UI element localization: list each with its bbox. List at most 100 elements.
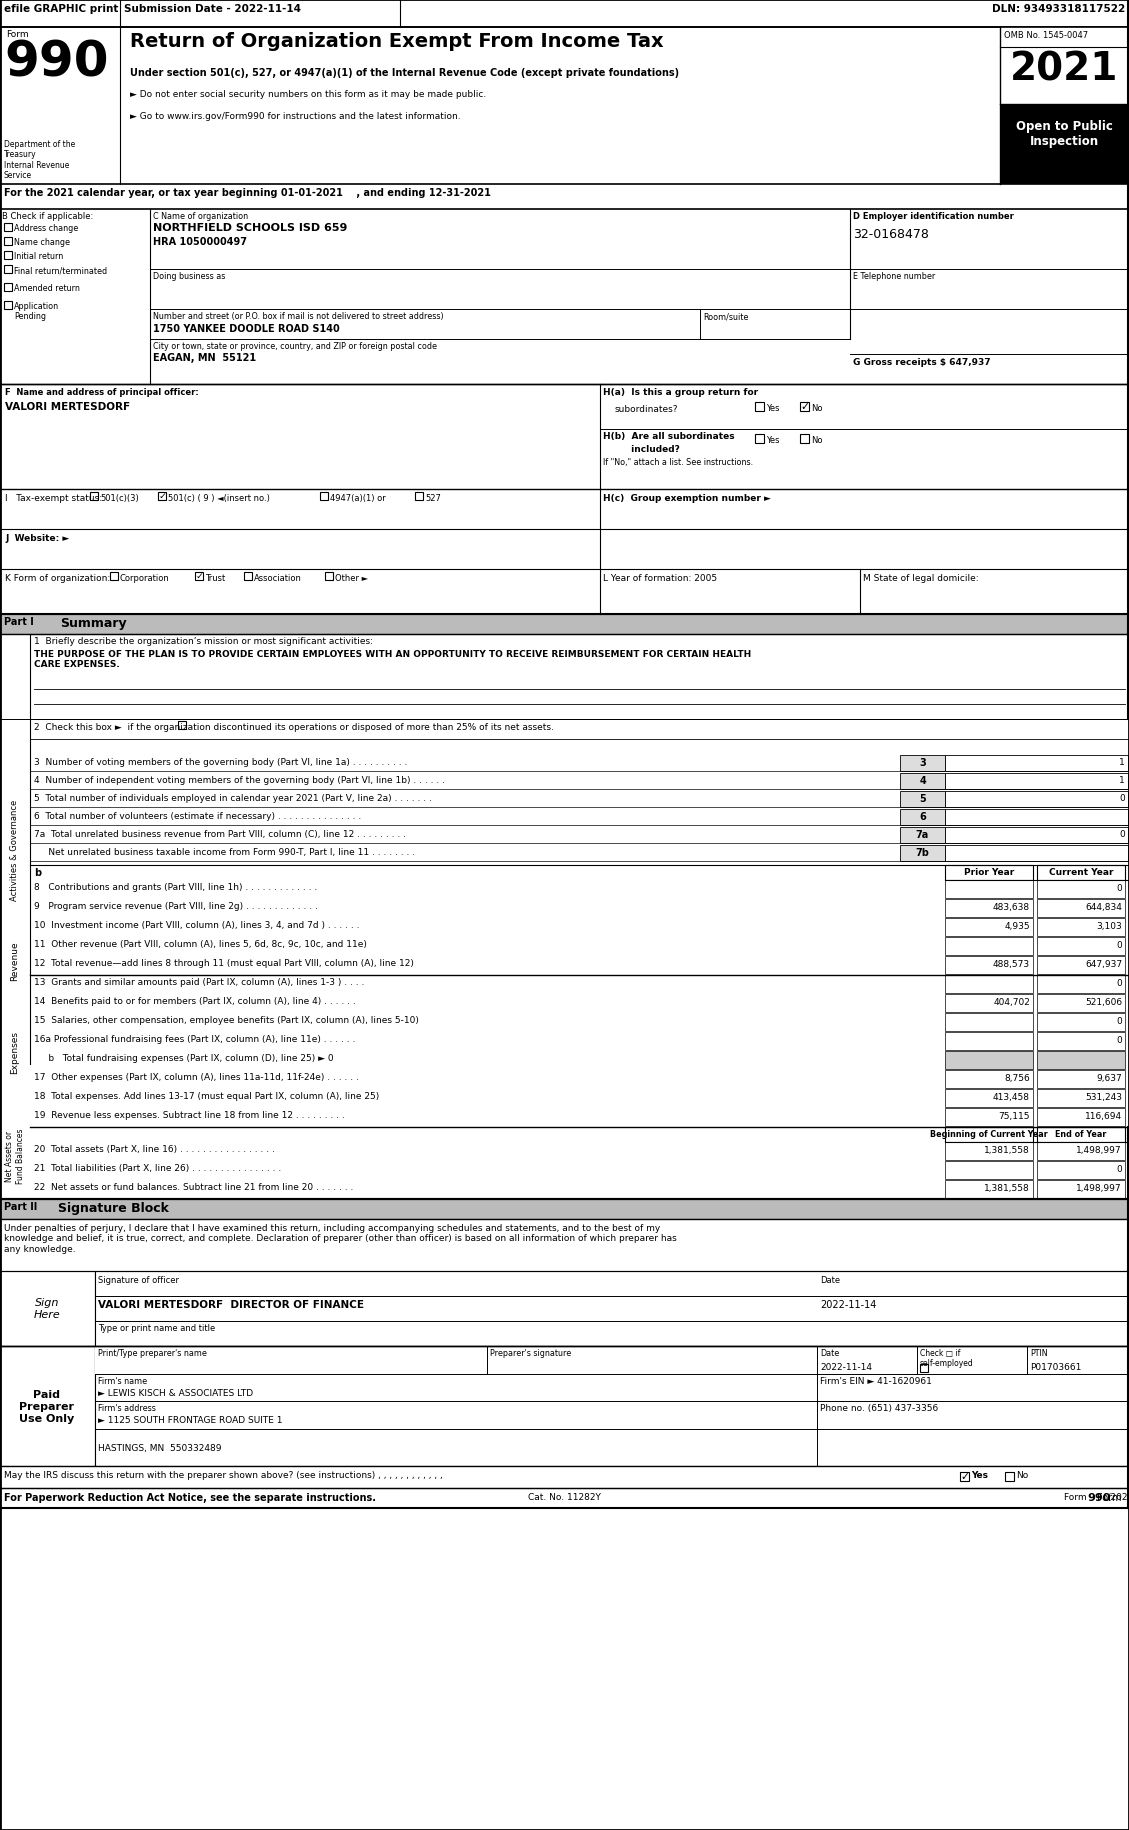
Text: 21  Total liabilities (Part X, line 26) . . . . . . . . . . . . . . . .: 21 Total liabilities (Part X, line 26) .… xyxy=(34,1164,281,1173)
Bar xyxy=(800,403,809,412)
Bar xyxy=(900,756,945,772)
Text: 15  Salaries, other compensation, employee benefits (Part IX, column (A), lines : 15 Salaries, other compensation, employe… xyxy=(34,1016,419,1025)
Text: 75,115: 75,115 xyxy=(998,1111,1030,1120)
Text: Type or print name and title: Type or print name and title xyxy=(98,1323,216,1332)
Bar xyxy=(1038,1014,1124,1032)
Text: 8,756: 8,756 xyxy=(1005,1074,1030,1082)
Bar xyxy=(95,1347,1129,1466)
Text: 22  Net assets or fund balances. Subtract line 21 from line 20 . . . . . . .: 22 Net assets or fund balances. Subtract… xyxy=(34,1182,353,1191)
Bar xyxy=(1038,1032,1124,1050)
Bar xyxy=(95,1272,1129,1347)
Text: 0: 0 xyxy=(1117,1164,1122,1173)
Text: 17  Other expenses (Part IX, column (A), lines 11a-11d, 11f-24e) . . . . . .: 17 Other expenses (Part IX, column (A), … xyxy=(34,1072,359,1082)
Text: P01703661: P01703661 xyxy=(1030,1362,1082,1371)
Text: Part I: Part I xyxy=(5,617,34,626)
Text: If "No," attach a list. See instructions.: If "No," attach a list. See instructions… xyxy=(603,458,753,467)
Text: Firm's EIN ► 41-1620961: Firm's EIN ► 41-1620961 xyxy=(820,1376,931,1385)
Text: Phone no. (651) 437-3356: Phone no. (651) 437-3356 xyxy=(820,1404,938,1413)
Bar xyxy=(755,403,764,412)
Text: 0: 0 xyxy=(1117,1036,1122,1045)
Text: 9   Program service revenue (Part VIII, line 2g) . . . . . . . . . . . . .: 9 Program service revenue (Part VIII, li… xyxy=(34,902,318,911)
Bar xyxy=(945,1071,1033,1089)
Bar xyxy=(0,1272,95,1347)
Text: 3: 3 xyxy=(919,758,926,767)
Bar xyxy=(110,573,119,580)
Text: 521,606: 521,606 xyxy=(1085,997,1122,1006)
Text: EAGAN, MN  55121: EAGAN, MN 55121 xyxy=(154,353,256,362)
Text: Yes: Yes xyxy=(971,1469,988,1479)
Text: 7a  Total unrelated business revenue from Part VIII, column (C), line 12 . . . .: 7a Total unrelated business revenue from… xyxy=(34,829,406,838)
Text: Signature of officer: Signature of officer xyxy=(98,1276,180,1285)
Text: Check □ if
self-employed: Check □ if self-employed xyxy=(920,1349,973,1367)
Bar xyxy=(1038,1180,1124,1199)
Text: 10  Investment income (Part VIII, column (A), lines 3, 4, and 7d ) . . . . . .: 10 Investment income (Part VIII, column … xyxy=(34,920,359,930)
Text: 18  Total expenses. Add lines 13-17 (must equal Part IX, column (A), line 25): 18 Total expenses. Add lines 13-17 (must… xyxy=(34,1091,379,1100)
Text: 3,103: 3,103 xyxy=(1096,922,1122,930)
Text: 12  Total revenue—add lines 8 through 11 (must equal Part VIII, column (A), line: 12 Total revenue—add lines 8 through 11 … xyxy=(34,959,414,968)
Text: Open to Public
Inspection: Open to Public Inspection xyxy=(1016,121,1112,148)
Text: H(c)  Group exemption number ►: H(c) Group exemption number ► xyxy=(603,494,771,503)
Bar xyxy=(1038,919,1124,937)
Text: Department of the
Treasury
Internal Revenue
Service: Department of the Treasury Internal Reve… xyxy=(5,139,76,179)
Bar xyxy=(1005,1471,1014,1480)
Text: 404,702: 404,702 xyxy=(994,997,1030,1006)
Text: 1: 1 xyxy=(1119,776,1124,785)
Text: PTIN: PTIN xyxy=(1030,1349,1048,1358)
Bar xyxy=(325,573,333,580)
Text: ✓: ✓ xyxy=(195,571,203,580)
Text: ► Do not enter social security numbers on this form as it may be made public.: ► Do not enter social security numbers o… xyxy=(130,90,487,99)
Bar xyxy=(1038,880,1124,899)
Text: 501(c) ( 9 ) ◄(insert no.): 501(c) ( 9 ) ◄(insert no.) xyxy=(168,494,270,503)
Text: 1,381,558: 1,381,558 xyxy=(984,1184,1030,1193)
Text: 5  Total number of individuals employed in calendar year 2021 (Part V, line 2a) : 5 Total number of individuals employed i… xyxy=(34,794,432,803)
Bar xyxy=(960,1471,969,1480)
Text: 13  Grants and similar amounts paid (Part IX, column (A), lines 1-3 ) . . . .: 13 Grants and similar amounts paid (Part… xyxy=(34,977,365,986)
Text: 116,694: 116,694 xyxy=(1085,1111,1122,1120)
Text: Yes: Yes xyxy=(765,404,779,414)
Bar xyxy=(5,253,12,260)
Text: 1,381,558: 1,381,558 xyxy=(984,1146,1030,1155)
Text: Final return/terminated: Final return/terminated xyxy=(14,265,107,274)
Text: 2022-11-14: 2022-11-14 xyxy=(820,1299,876,1308)
Text: ✓: ✓ xyxy=(961,1471,970,1480)
Bar xyxy=(5,284,12,291)
Bar xyxy=(178,721,186,730)
Text: End of Year: End of Year xyxy=(1056,1129,1106,1138)
Text: Address change: Address change xyxy=(14,223,78,232)
Text: Amended return: Amended return xyxy=(14,284,80,293)
Text: D Employer identification number: D Employer identification number xyxy=(854,212,1014,221)
Text: Association: Association xyxy=(254,573,301,582)
Text: F  Name and address of principal officer:: F Name and address of principal officer: xyxy=(5,388,199,397)
Text: 2021: 2021 xyxy=(1009,49,1118,88)
Text: No: No xyxy=(811,404,823,414)
Text: H(b)  Are all subordinates: H(b) Are all subordinates xyxy=(603,432,735,441)
Bar xyxy=(0,0,1129,27)
Text: 531,243: 531,243 xyxy=(1085,1093,1122,1102)
Text: 19  Revenue less expenses. Subtract line 18 from line 12 . . . . . . . . .: 19 Revenue less expenses. Subtract line … xyxy=(34,1111,344,1120)
Text: 4  Number of independent voting members of the governing body (Part VI, line 1b): 4 Number of independent voting members o… xyxy=(34,776,445,785)
Text: Net Assets or
Fund Balances: Net Assets or Fund Balances xyxy=(6,1127,25,1184)
Text: No: No xyxy=(1016,1469,1029,1479)
Text: 1  Briefly describe the organization’s mission or most significant activities:: 1 Briefly describe the organization’s mi… xyxy=(34,637,373,646)
Text: Revenue: Revenue xyxy=(10,941,19,981)
Text: C Name of organization: C Name of organization xyxy=(154,212,248,221)
Text: 413,458: 413,458 xyxy=(994,1093,1030,1102)
Text: 20  Total assets (Part X, line 16) . . . . . . . . . . . . . . . . .: 20 Total assets (Part X, line 16) . . . … xyxy=(34,1144,274,1153)
Bar xyxy=(945,1052,1033,1069)
Text: 990: 990 xyxy=(5,38,108,86)
Bar xyxy=(945,1180,1033,1199)
Text: 644,834: 644,834 xyxy=(1085,902,1122,911)
Bar xyxy=(1038,1109,1124,1127)
Bar xyxy=(945,919,1033,937)
Bar xyxy=(0,615,1129,635)
Text: 5: 5 xyxy=(919,794,926,803)
Bar xyxy=(1000,27,1129,185)
Text: 488,573: 488,573 xyxy=(992,959,1030,968)
Bar xyxy=(945,792,1128,807)
Text: ► 1125 SOUTH FRONTAGE ROAD SUITE 1: ► 1125 SOUTH FRONTAGE ROAD SUITE 1 xyxy=(98,1415,282,1424)
Text: Corporation: Corporation xyxy=(120,573,169,582)
Bar xyxy=(1000,104,1129,185)
Bar xyxy=(1038,994,1124,1012)
Text: Date: Date xyxy=(820,1276,840,1285)
Text: Return of Organization Exempt From Income Tax: Return of Organization Exempt From Incom… xyxy=(130,31,664,51)
